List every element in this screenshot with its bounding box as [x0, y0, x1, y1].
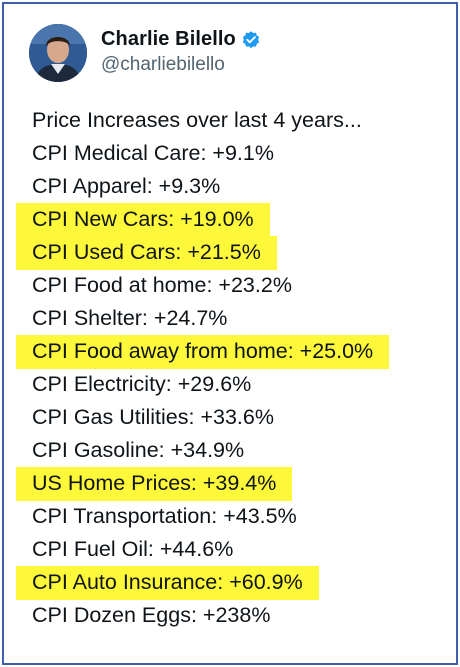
- tweet-line: CPI Gas Utilities: +33.6%: [16, 401, 456, 434]
- tweet-line: CPI Apparel: +9.3%: [16, 170, 456, 203]
- tweet-line-highlighted: CPI Used Cars: +21.5%: [16, 236, 456, 270]
- tweet-line-highlighted: US Home Prices: +39.4%: [16, 467, 456, 501]
- tweet-line-text: CPI Gas Utilities: +33.6%: [32, 405, 274, 429]
- tweet-line: CPI Dozen Eggs: +238%: [16, 599, 456, 632]
- tweet-line-text: CPI New Cars: +19.0%: [32, 207, 254, 231]
- tweet-line-text: CPI Shelter: +24.7%: [32, 306, 228, 330]
- highlight-marker: [16, 467, 292, 501]
- author-handle[interactable]: @charliebilello: [101, 54, 225, 75]
- tweet-line: CPI Gasoline: +34.9%: [16, 434, 456, 467]
- tweet-line-text: CPI Transportation: +43.5%: [32, 504, 297, 528]
- author-name[interactable]: Charlie Bilello: [101, 28, 236, 50]
- tweet-line: Price Increases over last 4 years...: [16, 104, 456, 137]
- tweet-line-text: US Home Prices: +39.4%: [32, 471, 277, 495]
- tweet-line-text: CPI Gasoline: +34.9%: [32, 438, 245, 462]
- highlight-marker: [16, 203, 270, 237]
- tweet-line-text: CPI Dozen Eggs: +238%: [32, 603, 271, 627]
- author-row: Charlie Bilello: [101, 28, 261, 51]
- verified-badge-icon: [241, 30, 261, 50]
- tweet-line-text: CPI Fuel Oil: +44.6%: [32, 537, 234, 561]
- tweet-line-text: CPI Food away from home: +25.0%: [32, 339, 374, 363]
- tweet-line: CPI Fuel Oil: +44.6%: [16, 533, 456, 566]
- tweet-line: CPI Food at home: +23.2%: [16, 269, 456, 302]
- highlight-marker: [16, 236, 277, 270]
- highlight-marker: [16, 335, 389, 369]
- tweet-line-text: CPI Used Cars: +21.5%: [32, 240, 261, 264]
- tweet-line-highlighted: CPI Food away from home: +25.0%: [16, 335, 456, 369]
- tweet-body: Price Increases over last 4 years... CPI …: [16, 104, 456, 632]
- tweet-header: Charlie Bilello @charliebilello: [29, 24, 449, 84]
- tweet-line-text: CPI Electricity: +29.6%: [32, 372, 252, 396]
- tweet-line-text: CPI Apparel: +9.3%: [32, 174, 221, 198]
- tweet-line: CPI Medical Care: +9.1%: [16, 137, 456, 170]
- tweet-line-highlighted: CPI Auto Insurance: +60.9%: [16, 566, 456, 600]
- tweet-line-text: Price Increases over last 4 years...: [32, 108, 362, 132]
- avatar[interactable]: [29, 24, 87, 82]
- tweet-line-text: CPI Medical Care: +9.1%: [32, 141, 274, 165]
- tweet-line: CPI Electricity: +29.6%: [16, 368, 456, 401]
- tweet-line-text: CPI Auto Insurance: +60.9%: [32, 570, 303, 594]
- tweet-line: CPI Transportation: +43.5%: [16, 500, 456, 533]
- tweet-line-highlighted: CPI New Cars: +19.0%: [16, 203, 456, 237]
- tweet-line-text: CPI Food at home: +23.2%: [32, 273, 292, 297]
- highlight-marker: [16, 566, 319, 600]
- tweet-line: CPI Shelter: +24.7%: [16, 302, 456, 335]
